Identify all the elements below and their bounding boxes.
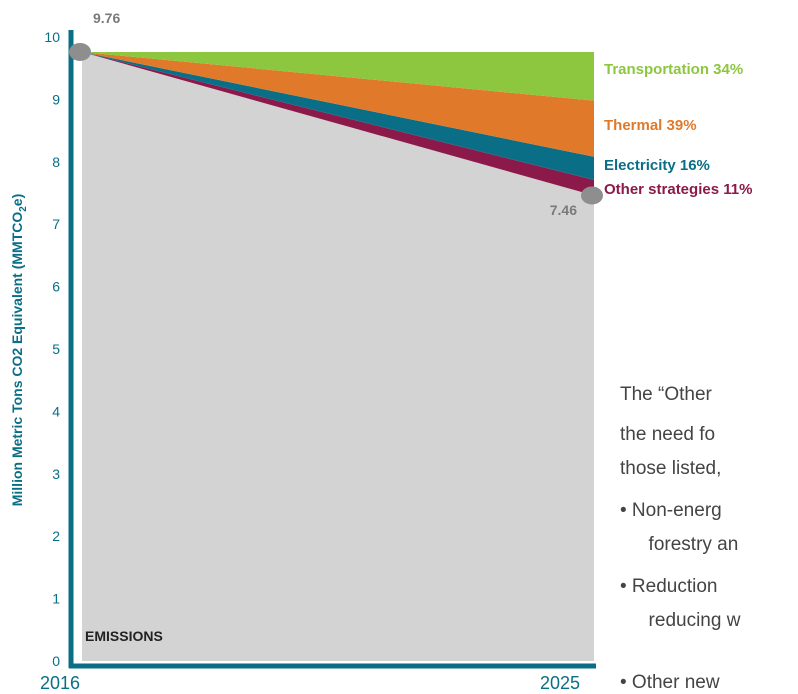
chart-labels: Transportation 34% Thermal 39% Electricity… <box>69 10 752 644</box>
y-tick-label: 9 <box>52 91 60 107</box>
y-tick-label: 6 <box>52 279 60 295</box>
y-tick-label: 7 <box>52 216 60 232</box>
x-tick-label: 2025 <box>540 673 580 693</box>
text-panel-line: • Other new <box>620 672 720 693</box>
emissions-label: EMISSIONS <box>85 628 163 644</box>
text-panel: The “Other the need fo those listed, • Non-… <box>620 384 741 693</box>
other-label: Other strategies 11% <box>604 181 752 198</box>
electricity-label: Electricity 16% <box>604 157 710 174</box>
emissions-area <box>82 51 594 661</box>
y-tick-label: 10 <box>44 29 60 45</box>
thermal-label: Thermal 39% <box>604 117 697 134</box>
chart-areas <box>82 51 594 661</box>
text-panel-line: The “Other <box>620 384 713 405</box>
y-tick-label: 0 <box>52 653 60 669</box>
transportation-wedge <box>82 51 594 101</box>
y-tick-label: 5 <box>52 341 60 357</box>
y-tick-label: 2 <box>52 528 60 544</box>
data-point-label-2016: 9.76 <box>93 10 120 26</box>
y-tick-label: 3 <box>52 466 60 482</box>
text-panel-line: forestry an <box>638 534 738 555</box>
text-panel-line: • Non-energ <box>620 500 722 521</box>
transportation-label: Transportation 34% <box>604 61 743 78</box>
chart-axes: 0 1 2 3 4 5 6 7 8 9 10 2016 2025 Million Metric Tons … <box>9 29 596 693</box>
text-panel-line: reducing w <box>638 610 741 631</box>
other-wedge <box>82 51 594 196</box>
y-tick-label: 8 <box>52 154 60 170</box>
y-tick-label: 1 <box>52 591 60 607</box>
text-panel-line: • Reduction <box>620 576 718 597</box>
text-panel-line: those listed, <box>620 458 721 479</box>
data-point-2025 <box>581 186 603 205</box>
thermal-wedge <box>82 51 594 157</box>
data-point-2016 <box>69 42 91 61</box>
text-panel-line: the need fo <box>620 424 715 445</box>
data-point-label-2025: 7.46 <box>550 202 577 218</box>
y-axis-label: Million Metric Tons CO2 Equivalent (MMTC… <box>9 194 29 507</box>
x-tick-label: 2016 <box>40 673 80 693</box>
y-tick-label: 4 <box>52 403 60 419</box>
